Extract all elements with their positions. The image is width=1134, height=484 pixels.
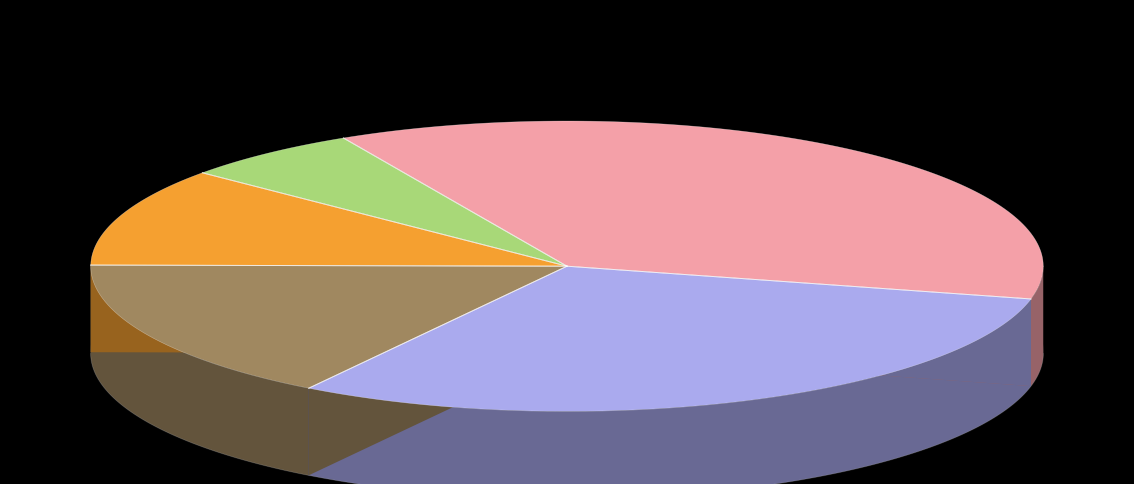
Polygon shape (308, 266, 1031, 411)
Polygon shape (91, 267, 308, 475)
Polygon shape (91, 265, 567, 388)
Polygon shape (91, 173, 567, 266)
Polygon shape (308, 266, 567, 475)
Polygon shape (308, 299, 1031, 484)
Polygon shape (567, 266, 1031, 386)
Polygon shape (567, 266, 1031, 386)
Polygon shape (91, 208, 1043, 484)
Polygon shape (1031, 268, 1043, 386)
Polygon shape (344, 121, 1043, 299)
Polygon shape (91, 265, 567, 353)
Polygon shape (308, 266, 567, 475)
Polygon shape (91, 265, 567, 353)
Polygon shape (202, 138, 567, 266)
